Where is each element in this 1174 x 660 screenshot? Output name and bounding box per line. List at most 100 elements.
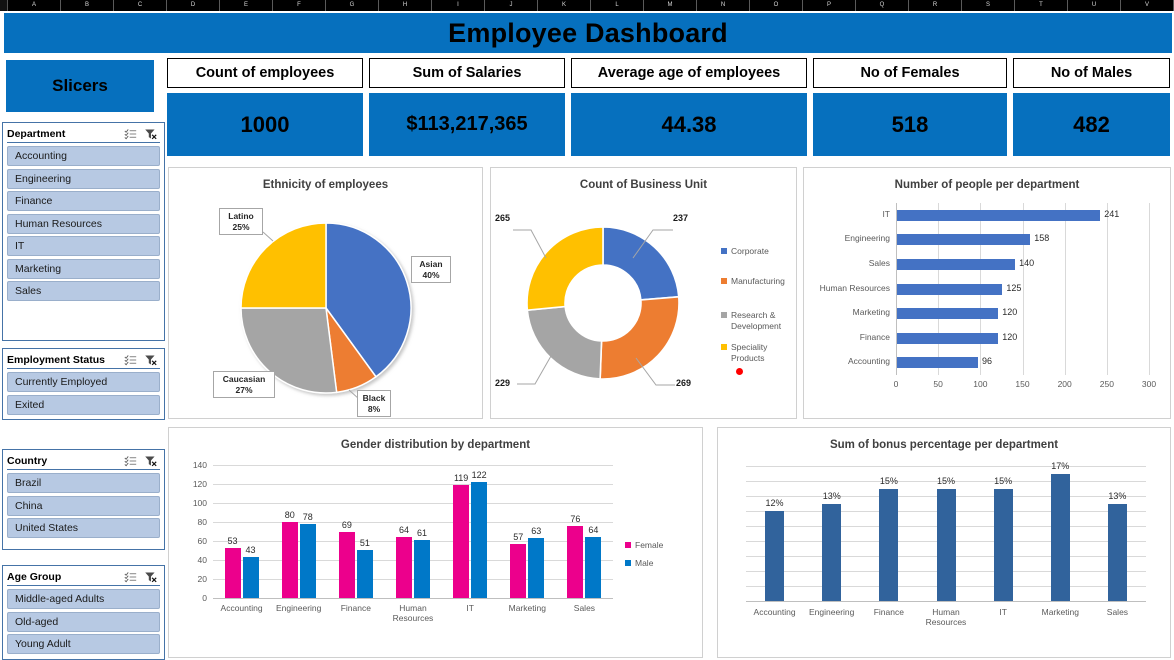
- legend-item-3[interactable]: Speciality Products: [721, 342, 795, 364]
- slicer-title: Department: [7, 128, 66, 140]
- y-tick-label: Finance: [859, 331, 890, 342]
- bar-human-resources-male: [414, 540, 430, 598]
- column-header-d[interactable]: D: [167, 0, 220, 11]
- y-gridline: [213, 465, 613, 466]
- bar-engineering: [822, 503, 842, 601]
- legend-item-2[interactable]: Research & Development: [721, 310, 795, 332]
- y-gridline: [213, 522, 613, 523]
- doughnut-value-label-3: 265: [495, 213, 511, 223]
- column-header-t[interactable]: T: [1015, 0, 1068, 11]
- column-header-s[interactable]: S: [962, 0, 1015, 11]
- column-header-u[interactable]: U: [1068, 0, 1121, 11]
- bar-human-resources-female: [396, 537, 412, 598]
- bar-value-label: 53: [227, 535, 238, 546]
- x-gridline: [896, 203, 897, 375]
- slicer-item[interactable]: IT: [7, 236, 160, 256]
- slicer-item[interactable]: China: [7, 495, 160, 516]
- slicer-item[interactable]: Young Adult: [7, 634, 160, 654]
- bar-value-label: 120: [1002, 307, 1018, 318]
- kpi-value-1: $113,217,365: [369, 93, 565, 156]
- multi-select-icon[interactable]: [124, 571, 137, 583]
- bar-value-label: 241: [1104, 208, 1120, 219]
- y-tick-label: 100: [192, 498, 207, 508]
- column-header-v[interactable]: V: [1121, 0, 1174, 11]
- bar-value-label: 80: [284, 510, 295, 520]
- bar-marketing-male: [528, 538, 545, 598]
- column-header-i[interactable]: I: [432, 0, 485, 11]
- legend-item-0[interactable]: Corporate: [721, 246, 795, 257]
- multi-select-icon[interactable]: [124, 455, 137, 467]
- slicer-item[interactable]: Currently Employed: [7, 372, 160, 392]
- legend-label: Male: [635, 558, 654, 568]
- slicer-header-icons: [124, 354, 160, 366]
- pie-label-value: 25%: [232, 221, 250, 232]
- pie-label-name: Caucasian: [222, 374, 266, 384]
- column-header-j[interactable]: J: [485, 0, 538, 11]
- bar-marketing: [897, 308, 999, 320]
- legend-extra-marker-icon: [736, 368, 743, 375]
- x-gridline: [1064, 203, 1066, 375]
- select-all-corner[interactable]: [0, 0, 8, 11]
- slicer-item[interactable]: Marketing: [7, 258, 160, 279]
- slicer-item[interactable]: Sales: [7, 281, 160, 301]
- column-header-k[interactable]: K: [538, 0, 591, 11]
- legend-item-male[interactable]: Male: [625, 558, 653, 568]
- slicer-item[interactable]: United States: [7, 518, 160, 538]
- column-header-c[interactable]: C: [114, 0, 167, 11]
- column-header-q[interactable]: Q: [856, 0, 909, 11]
- column-header-g[interactable]: G: [326, 0, 379, 11]
- pie-slice-latino: [240, 222, 327, 309]
- bar-value-label: 140: [1019, 257, 1035, 268]
- legend-swatch-icon: [721, 278, 727, 284]
- column-header-e[interactable]: E: [220, 0, 273, 11]
- slicer-item[interactable]: Brazil: [7, 473, 160, 493]
- column-header-r[interactable]: R: [909, 0, 962, 11]
- column-header-a[interactable]: A: [8, 0, 61, 11]
- legend-label: Speciality Products: [731, 342, 768, 363]
- legend-swatch-icon: [625, 542, 631, 548]
- column-header-o[interactable]: O: [750, 0, 803, 11]
- legend-item-1[interactable]: Manufacturing: [721, 276, 795, 287]
- column-header-f[interactable]: F: [273, 0, 326, 11]
- clear-filter-icon[interactable]: [144, 128, 157, 140]
- slicer-item[interactable]: Human Resources: [7, 213, 160, 234]
- slicer-item[interactable]: Middle-aged Adults: [7, 589, 160, 609]
- bar-engineering-female: [281, 522, 298, 598]
- bar-marketing-female: [510, 543, 527, 598]
- slicer-age-group: Age Group Middle-aged Adults Old-aged Youn…: [2, 565, 165, 660]
- chart-title: Count of Business Unit: [579, 179, 708, 191]
- multi-select-icon[interactable]: [124, 128, 137, 140]
- bar-marketing: [1050, 473, 1070, 601]
- bar-value-label: 13%: [822, 490, 841, 501]
- slicer-item[interactable]: Old-aged: [7, 611, 160, 632]
- slicer-item[interactable]: Engineering: [7, 168, 160, 189]
- bar-value-label: 76: [570, 513, 581, 524]
- column-header-n[interactable]: N: [697, 0, 750, 11]
- x-tick-label: Sales: [573, 603, 596, 613]
- chart-card-gender-distribution: Gender distribution by department 0 20 40 60…: [168, 427, 703, 658]
- legend-item-female[interactable]: Female: [625, 540, 663, 550]
- column-header-m[interactable]: M: [644, 0, 697, 11]
- column-header-p[interactable]: P: [803, 0, 856, 11]
- slicer-header-icons: [124, 128, 160, 140]
- slicer-item[interactable]: Exited: [7, 394, 160, 415]
- clear-filter-icon[interactable]: [144, 571, 157, 583]
- slicer-item[interactable]: Accounting: [7, 146, 160, 166]
- legend-swatch-icon: [721, 344, 727, 350]
- chart-card-ethnicity: Ethnicity of employees Asian 40% Black 8…: [168, 167, 483, 419]
- x-tick-label: 200: [1057, 379, 1072, 389]
- bar-value-label: 63: [531, 526, 542, 537]
- doughnut-chart-business-unit: [513, 226, 680, 386]
- column-header-h[interactable]: H: [379, 0, 432, 11]
- column-header-l[interactable]: L: [591, 0, 644, 11]
- clear-filter-icon[interactable]: [144, 455, 157, 467]
- bar-it: [993, 488, 1013, 601]
- pie-label-value: 27%: [235, 384, 253, 395]
- column-header-b[interactable]: B: [61, 0, 114, 11]
- multi-select-icon[interactable]: [124, 354, 137, 366]
- slicer-header: Age Group: [7, 569, 160, 586]
- chart-title: Number of people per department: [894, 179, 1080, 191]
- slicer-item[interactable]: Finance: [7, 191, 160, 211]
- clear-filter-icon[interactable]: [144, 354, 157, 366]
